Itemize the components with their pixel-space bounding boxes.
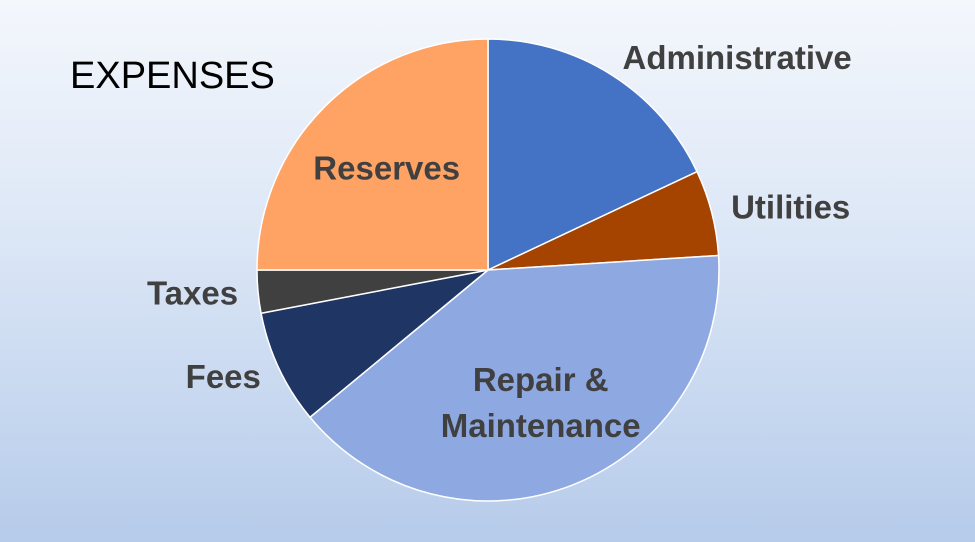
slice-label-taxes: Taxes: [147, 275, 238, 312]
pie-slice-administrative: [487, 38, 698, 271]
chart-title: EXPENSES: [70, 55, 275, 97]
pie-slice-reserves: [256, 38, 489, 271]
slice-label-utilities: Utilities: [731, 189, 850, 226]
pie-slices: [256, 38, 720, 502]
slice-label-reserves: Reserves: [313, 150, 460, 187]
pie-slice-fees: [260, 269, 489, 418]
pie-slice-repair-and-maintenance: [309, 254, 720, 502]
slice-labels: Administrative Utilities Repair & Maintenan…: [147, 39, 852, 444]
slice-label-fees: Fees: [186, 358, 261, 395]
slice-label-repair-and-maintenance: Repair & Maintenance: [441, 361, 641, 444]
slice-label-administrative: Administrative: [623, 39, 852, 76]
